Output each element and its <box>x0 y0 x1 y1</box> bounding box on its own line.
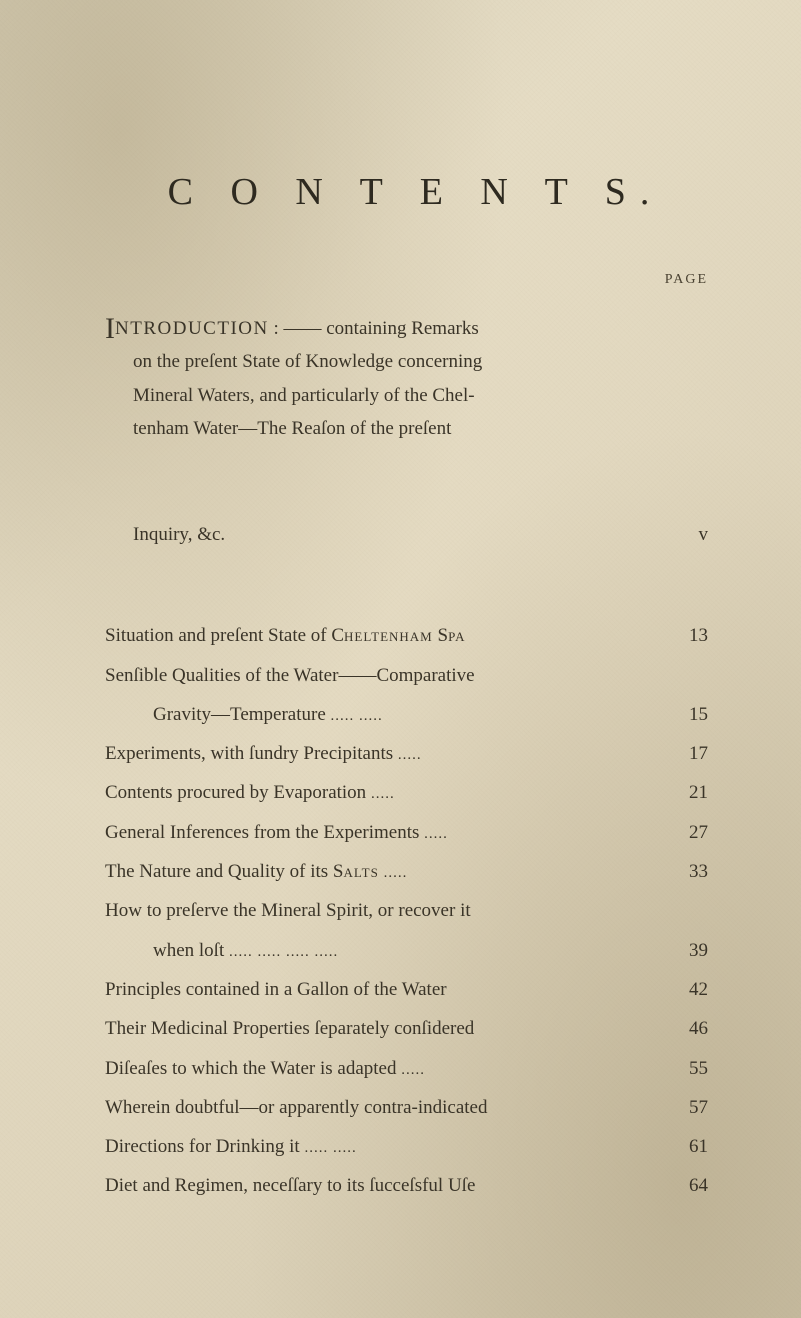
toc-entry: Principles contained in a Gallon of the … <box>105 974 726 1006</box>
entry-text: General Inferences from the Experiments … <box>105 817 686 849</box>
entry-text: Gravity—Temperature ..... ..... <box>105 699 686 731</box>
entry-page-number: 27 <box>686 817 726 849</box>
entry-text: Wherein doubtful—or apparently contra-in… <box>105 1092 686 1124</box>
entry-main-text: when loſt <box>153 940 224 961</box>
toc-entry: Directions for Drinking it ..... .....61 <box>105 1131 726 1163</box>
entry-main-text: Principles contained in a Gallon of the … <box>105 979 447 1000</box>
entry-page-number: 21 <box>686 777 726 809</box>
entry-leader-dots: ..... <box>366 786 395 802</box>
entry-main-text: Directions for Drinking it <box>105 1136 300 1157</box>
toc-entry: Situation and preſent State of Cheltenha… <box>105 620 726 652</box>
toc-entry: Wherein doubtful—or apparently contra-in… <box>105 1092 726 1124</box>
entry-main-text: Contents procured by Evaporation <box>105 782 366 803</box>
entry-main-text: Their Medicinal Properties ſeparately co… <box>105 1018 474 1039</box>
entry-leader-dots: ..... <box>393 747 422 763</box>
entry-page-number: 55 <box>686 1053 726 1085</box>
entry-smallcaps: heltenham <box>344 625 433 646</box>
entry-smallcaps: alts <box>344 861 379 882</box>
page-container: C O N T E N T S. PAGE INTRODUCTION : —— … <box>0 0 801 1270</box>
entry-text: when loſt ..... ..... ..... ..... <box>105 935 686 967</box>
entry-leader-dots: ..... ..... <box>300 1140 357 1156</box>
entry-main-text: Situation and preſent State of C <box>105 625 344 646</box>
entry-page-number: 57 <box>686 1092 726 1124</box>
entry-main-text: How to preſerve the Mineral Spirit, or r… <box>105 900 471 921</box>
entry-main-text: Diet and Regimen, neceſſary to its ſucce… <box>105 1175 475 1196</box>
entry-leader-dots: ..... <box>379 865 408 881</box>
entry-main-text: The Nature and Quality of its S <box>105 861 344 882</box>
entry-text: Directions for Drinking it ..... ..... <box>105 1131 686 1163</box>
intro-line-2: on the preſent State of Knowledge concer… <box>105 345 726 378</box>
entry-page-number: 61 <box>686 1131 726 1163</box>
entry-main-text: Gravity—Temperature <box>153 704 326 725</box>
intro-line-4: tenham Water—The Reaſon of the preſent <box>105 412 726 445</box>
entry-page-number: 64 <box>686 1170 726 1202</box>
entry-text: Their Medicinal Properties ſeparately co… <box>105 1013 686 1045</box>
entry-text: Diſeaſes to which the Water is adapted .… <box>105 1053 686 1085</box>
intro-page-number: v <box>686 445 726 551</box>
toc-entry: Senſible Qualities of the Water——Compara… <box>105 660 726 692</box>
intro-lines: INTRODUCTION : —— containing Remarks on … <box>105 312 726 558</box>
entry-smallcaps-2: pa <box>448 625 465 646</box>
entry-page-number: 42 <box>686 974 726 1006</box>
entry-page-number: 15 <box>686 699 726 731</box>
page-column-label: PAGE <box>105 272 726 288</box>
toc-entry: General Inferences from the Experiments … <box>105 817 726 849</box>
entry-page-number: 39 <box>686 935 726 967</box>
entry-page-number: 13 <box>686 620 726 652</box>
entry-leader-dots: ..... <box>396 1062 425 1078</box>
entry-text-2: S <box>433 625 448 646</box>
entry-text: Diet and Regimen, neceſſary to its ſucce… <box>105 1170 686 1202</box>
intro-line-1: INTRODUCTION : —— containing Remarks <box>105 312 726 345</box>
entry-text: Situation and preſent State of Cheltenha… <box>105 620 686 652</box>
toc-entry: Experiments, with ſundry Precipitants ..… <box>105 738 726 770</box>
entry-text: Experiments, with ſundry Precipitants ..… <box>105 738 686 770</box>
intro-line-5: Inquiry, &c. <box>105 518 225 551</box>
entry-main-text: Experiments, with ſundry Precipitants <box>105 743 393 764</box>
toc-entry: Gravity—Temperature ..... .....15 <box>105 699 726 731</box>
entry-page-number: 46 <box>686 1013 726 1045</box>
entry-page-number: 33 <box>686 856 726 888</box>
entry-leader-dots: ..... ..... ..... ..... <box>224 944 338 960</box>
entry-leader-dots: ..... <box>419 826 448 842</box>
toc-entry: when loſt ..... ..... ..... .....39 <box>105 935 726 967</box>
entry-text: Senſible Qualities of the Water——Compara… <box>105 660 686 692</box>
intro-label: NTRODUCTION <box>115 318 269 339</box>
entry-text: Contents procured by Evaporation ..... <box>105 777 686 809</box>
entry-main-text: Senſible Qualities of the Water——Compara… <box>105 665 475 686</box>
entry-main-text: General Inferences from the Experiments <box>105 822 419 843</box>
toc-entry: Diſeaſes to which the Water is adapted .… <box>105 1053 726 1085</box>
entry-text: Principles contained in a Gallon of the … <box>105 974 686 1006</box>
toc-entry: Contents procured by Evaporation .....21 <box>105 777 726 809</box>
entry-leader-dots: ..... ..... <box>326 708 383 724</box>
toc-entry: Their Medicinal Properties ſeparately co… <box>105 1013 726 1045</box>
toc-entry: The Nature and Quality of its Salts ....… <box>105 856 726 888</box>
entry-text: The Nature and Quality of its Salts ....… <box>105 856 686 888</box>
intro-rest-1: : —— containing Remarks <box>269 318 479 339</box>
entries-list: Situation and preſent State of Cheltenha… <box>105 620 726 1202</box>
contents-title: C O N T E N T S. <box>105 170 726 214</box>
introduction-entry: INTRODUCTION : —— containing Remarks on … <box>105 312 726 558</box>
entry-text: How to preſerve the Mineral Spirit, or r… <box>105 895 686 927</box>
entry-main-text: Wherein doubtful—or apparently contra-in… <box>105 1097 488 1118</box>
section-gap <box>105 594 726 620</box>
toc-entry: How to preſerve the Mineral Spirit, or r… <box>105 895 726 927</box>
toc-entry: Diet and Regimen, neceſſary to its ſucce… <box>105 1170 726 1202</box>
intro-line-3: Mineral Waters, and particularly of the … <box>105 379 726 412</box>
entry-main-text: Diſeaſes to which the Water is adapted <box>105 1058 396 1079</box>
intro-first-row: INTRODUCTION : —— containing Remarks on … <box>105 312 726 558</box>
dropcap-letter: I <box>105 314 115 344</box>
intro-line-5-row: Inquiry, &c. v <box>105 445 726 551</box>
entry-page-number: 17 <box>686 738 726 770</box>
